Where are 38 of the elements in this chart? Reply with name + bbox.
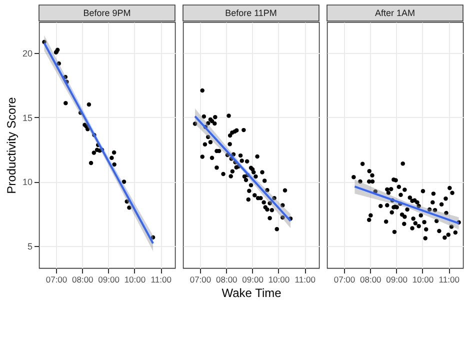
x-tick-label: 09:00	[386, 274, 408, 284]
x-tick-label: 07:00	[334, 274, 356, 284]
y-tick-label: 20	[22, 48, 32, 58]
point	[122, 180, 126, 184]
x-axis-title: Wake Time	[222, 286, 282, 300]
chart-title: Before 9PM	[83, 8, 131, 18]
chart-title: After 1AM	[374, 8, 416, 18]
point	[88, 160, 94, 166]
x-tick-label: 11:00	[294, 274, 316, 284]
point	[56, 61, 61, 66]
y-tick-label: 10	[22, 177, 32, 188]
point	[64, 101, 68, 106]
x-tick-label: 10:00	[268, 274, 290, 284]
point	[127, 205, 132, 210]
point	[112, 150, 116, 155]
x-tick-label: 07:00	[46, 274, 68, 284]
point	[42, 40, 46, 44]
x-tick-label: 10:00	[124, 274, 146, 284]
x-tick-label: 08:00	[216, 274, 238, 284]
point	[92, 150, 96, 155]
point	[86, 127, 90, 132]
point	[86, 102, 92, 107]
y-tick-label: 15	[22, 112, 32, 123]
point	[110, 156, 114, 160]
x-tick-label: 08:00	[360, 274, 382, 284]
y-axis-title: Productivity Score	[4, 96, 18, 194]
x-tick-label: 09:00	[242, 274, 264, 284]
x-tick-label: 10:00	[412, 274, 434, 284]
x-tick-label: 11:00	[150, 274, 172, 284]
point	[124, 199, 129, 204]
x-tick-label: 07:00	[190, 274, 212, 284]
point	[112, 162, 116, 167]
y-tick-label: 5	[27, 242, 32, 252]
x-tick-label: 08:00	[72, 274, 94, 284]
point	[150, 235, 156, 240]
x-tick-label: 09:00	[98, 274, 120, 284]
chart-title: Before 11PM	[225, 8, 277, 18]
x-tick-label: 11:00	[438, 274, 460, 284]
